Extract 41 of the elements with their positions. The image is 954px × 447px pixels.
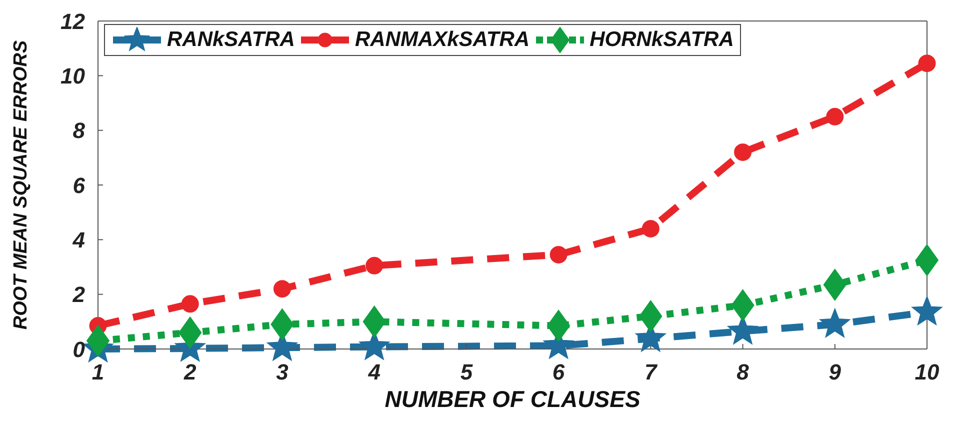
point [918, 54, 936, 72]
point [362, 306, 386, 338]
point [270, 308, 294, 340]
x-tick-label: 6 [552, 360, 566, 385]
x-axis-title: NUMBER OF CLAUSES [384, 386, 641, 412]
point [642, 220, 660, 238]
x-tick-label: 7 [644, 360, 659, 385]
point [86, 324, 110, 357]
legend-label: RANkSATRA [167, 28, 295, 52]
point [731, 289, 754, 322]
point [916, 244, 938, 276]
point [181, 295, 199, 313]
y-tick-label: 12 [60, 8, 86, 34]
x-tick-label: 1 [92, 360, 104, 385]
x-tick-label: 9 [828, 360, 842, 385]
point [550, 246, 568, 264]
point [734, 143, 752, 161]
point [823, 268, 846, 301]
y-tick-label: 8 [72, 118, 86, 144]
y-tick-label: 2 [72, 282, 86, 308]
point [178, 316, 202, 348]
legend-label: RANMAXkSATRA [354, 28, 530, 52]
y-tick-label: 6 [72, 172, 86, 198]
point [547, 310, 570, 342]
point [826, 108, 844, 126]
point [639, 300, 662, 332]
y-tick-label: 4 [72, 227, 85, 252]
legend-label: HORNkSATRA [590, 28, 734, 52]
point [273, 280, 291, 298]
y-tick-label: 10 [60, 63, 86, 88]
x-tick-label: 4 [367, 360, 380, 385]
y-tick-label: 0 [72, 336, 86, 362]
point [912, 296, 942, 326]
x-tick-label: 2 [182, 360, 197, 385]
x-tick-label: 5 [460, 360, 474, 385]
y-axis-title: ROOT MEAN SQUARE ERRORS [10, 40, 32, 330]
x-tick-label: 8 [736, 360, 750, 385]
x-tick-label: 3 [276, 360, 288, 385]
point [820, 308, 850, 338]
point [366, 256, 384, 274]
x-tick-label: 10 [914, 360, 940, 385]
